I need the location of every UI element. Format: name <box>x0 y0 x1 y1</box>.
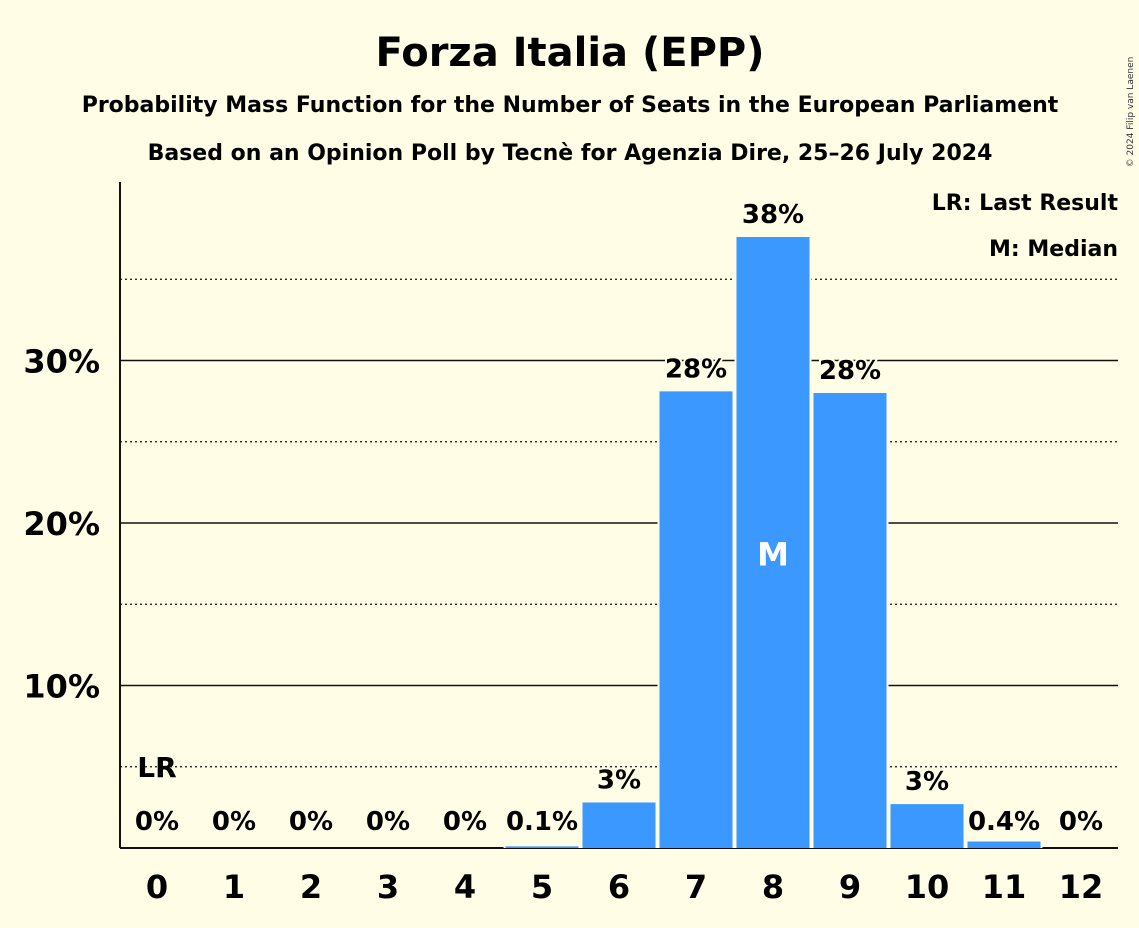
copyright: © 2024 Filip van Laenen <box>1126 57 1136 168</box>
legend-median: M: Median <box>989 237 1118 262</box>
bar <box>582 802 656 848</box>
data-label: 28% <box>819 356 881 386</box>
x-tick-label: 0 <box>146 868 168 906</box>
data-label: 0% <box>135 807 179 837</box>
x-tick-label: 6 <box>608 868 630 906</box>
data-label: 0.1% <box>506 807 578 837</box>
x-tick-label: 10 <box>905 868 950 906</box>
x-tick-label: 7 <box>685 868 707 906</box>
bar <box>505 846 579 848</box>
data-label: 0% <box>1059 807 1103 837</box>
x-tick-label: 4 <box>454 868 476 906</box>
x-tick-label: 12 <box>1059 868 1104 906</box>
chart-subtitle: Probability Mass Function for the Number… <box>82 93 1059 118</box>
chart-title: Forza Italia (EPP) <box>376 30 765 76</box>
y-tick-label: 10% <box>23 668 100 706</box>
x-tick-label: 1 <box>223 868 245 906</box>
data-label: 0% <box>366 807 410 837</box>
data-label: 0% <box>443 807 487 837</box>
bar <box>659 391 733 848</box>
data-label: 0% <box>289 807 333 837</box>
bar <box>967 841 1041 848</box>
data-label: 3% <box>905 767 949 797</box>
bar-outline <box>503 844 581 848</box>
x-tick-label: 8 <box>762 868 784 906</box>
median-marker: M <box>757 536 789 574</box>
chart-subtitle-source: Based on an Opinion Poll by Tecnè for Ag… <box>148 141 993 166</box>
x-tick-label: 2 <box>300 868 322 906</box>
last-result-marker: LR <box>137 751 176 784</box>
x-tick-label: 9 <box>839 868 861 906</box>
legend-last-result: LR: Last Result <box>932 191 1119 216</box>
x-tick-label: 5 <box>531 868 553 906</box>
bar <box>813 393 887 848</box>
bar <box>890 804 964 848</box>
x-tick-label: 3 <box>377 868 399 906</box>
y-tick-label: 30% <box>23 343 100 381</box>
data-label: 28% <box>665 354 727 384</box>
data-label: 0% <box>212 807 256 837</box>
y-tick-label: 20% <box>23 505 100 543</box>
data-label: 3% <box>597 766 641 796</box>
data-label: 38% <box>742 200 804 230</box>
bar <box>736 237 810 848</box>
data-label: 0.4% <box>968 807 1040 837</box>
x-tick-label: 11 <box>982 868 1027 906</box>
